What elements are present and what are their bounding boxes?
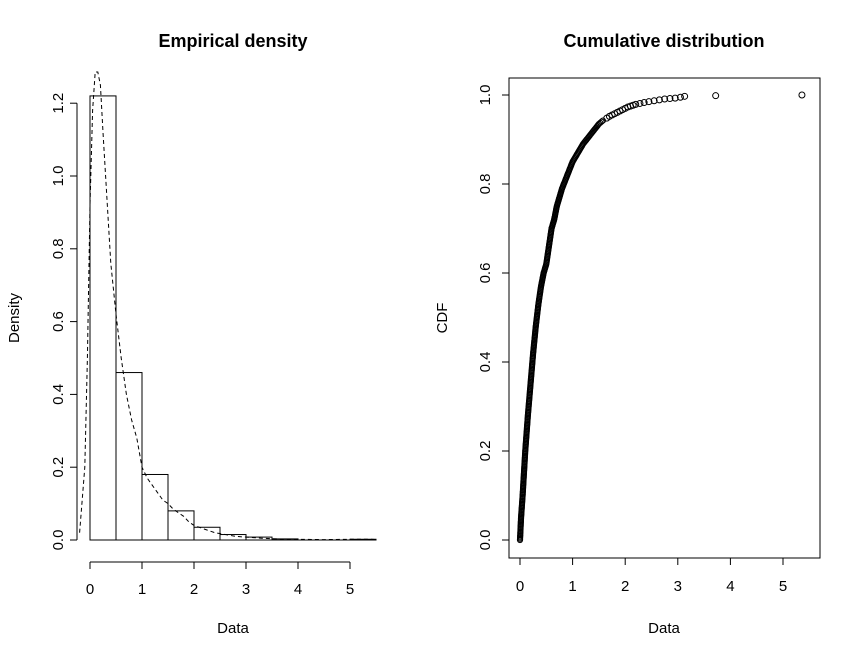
y-tick-label: 0.2 — [50, 457, 67, 478]
cdf-point — [636, 99, 644, 107]
cdf-point — [712, 92, 720, 100]
cdf-point — [676, 93, 684, 101]
x-tick-label: 2 — [190, 581, 198, 598]
x-tick-label: 4 — [294, 581, 302, 598]
y-tick-label: 0.4 — [50, 384, 67, 405]
x-tick-label: 1 — [568, 578, 576, 595]
x-tick-label: 1 — [138, 581, 146, 598]
cdf-y-axis-label: CDF — [434, 303, 451, 334]
cdf-point — [661, 95, 669, 103]
y-tick-label: 1.2 — [50, 93, 67, 114]
histogram-bar — [115, 372, 143, 541]
density-curve — [79, 71, 377, 541]
y-tick-label: 0.0 — [477, 530, 494, 551]
cdf-point — [598, 118, 605, 125]
histogram-bar — [89, 95, 117, 541]
cdf-point — [650, 97, 658, 105]
cdf-point — [645, 98, 653, 106]
x-tick-label: 2 — [621, 578, 629, 595]
x-tick-label: 3 — [242, 581, 250, 598]
y-tick-label: 0.0 — [50, 530, 67, 551]
x-tick-label: 0 — [516, 578, 524, 595]
density-title: Empirical density — [158, 31, 307, 51]
density-bars — [89, 95, 377, 541]
cdf-point — [666, 95, 674, 103]
density-x-axis-label: Data — [217, 620, 249, 637]
cdf-x-axis-label: Data — [648, 620, 680, 637]
density-y-axis-label: Density — [6, 292, 23, 343]
x-tick-label: 4 — [726, 578, 734, 595]
cdf-point — [640, 99, 648, 107]
y-tick-label: 0.6 — [50, 311, 67, 332]
y-tick-label: 0.6 — [477, 263, 494, 284]
cdf-plot-box — [508, 77, 821, 559]
x-tick-label: 0 — [86, 581, 94, 598]
histogram-bar — [219, 534, 247, 541]
x-tick-label: 5 — [346, 581, 354, 598]
y-tick-label: 1.0 — [50, 166, 67, 187]
density-x-axis: 0 1 2 3 4 5 — [86, 561, 354, 598]
cdf-point — [681, 92, 689, 100]
histogram-bar — [193, 526, 221, 541]
cdf-point — [655, 96, 663, 104]
cdf-point — [798, 91, 806, 99]
x-tick-label: 3 — [674, 578, 682, 595]
y-tick-label: 0.4 — [477, 352, 494, 373]
y-tick-label: 1.0 — [477, 85, 494, 106]
histogram-bar — [167, 510, 195, 541]
cdf-points — [516, 91, 806, 544]
x-tick-label: 5 — [779, 578, 787, 595]
cdf-x-axis: 0 1 2 3 4 5 — [516, 558, 787, 595]
y-tick-label: 0.8 — [477, 174, 494, 195]
y-tick-label: 0.2 — [477, 441, 494, 462]
y-tick-label: 0.8 — [50, 238, 67, 259]
cdf-y-axis: 0.0 0.2 0.4 0.6 0.8 1.0 — [477, 85, 509, 551]
density-panel: Empirical density Data Density 0 1 2 3 4 5 0.… — [6, 31, 377, 637]
cdf-point — [671, 94, 679, 102]
cdf-title: Cumulative distribution — [563, 31, 764, 51]
density-y-axis: 0.0 0.2 0.4 0.6 0.8 1.0 1.2 — [50, 93, 78, 551]
histogram-bar — [141, 473, 169, 541]
cdf-point — [632, 100, 640, 108]
